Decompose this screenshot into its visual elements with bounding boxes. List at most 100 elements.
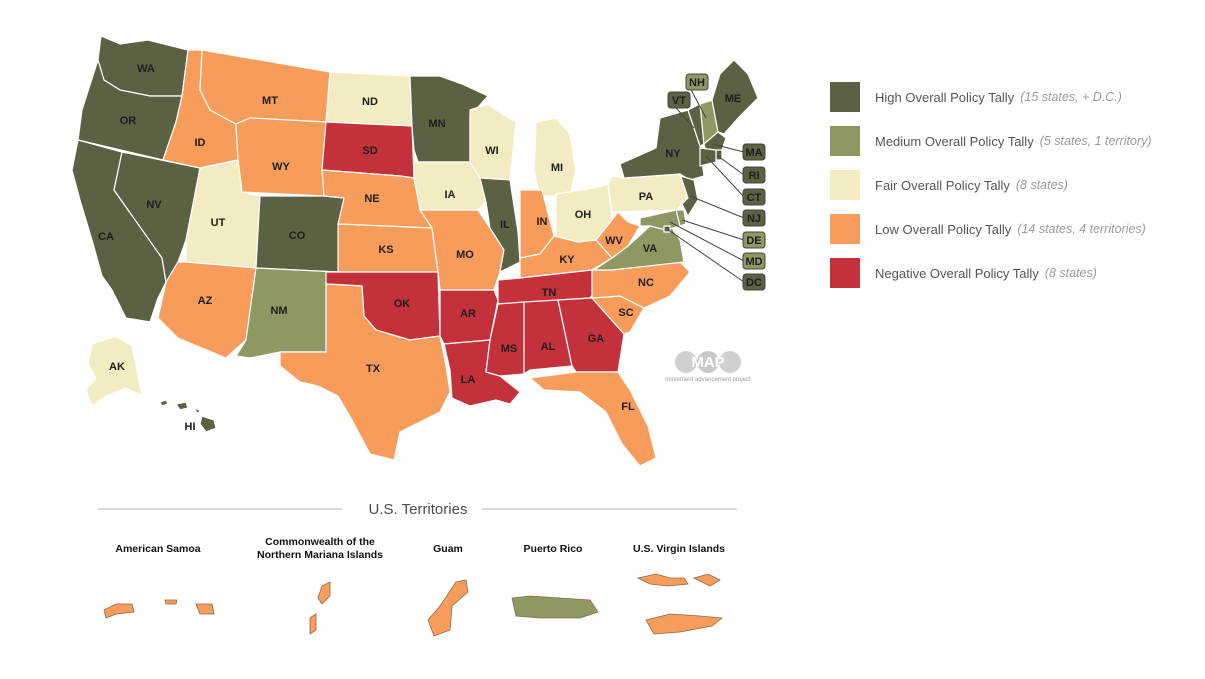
state-label-nd: ND <box>362 96 378 108</box>
state-label-de: DE <box>746 235 761 247</box>
state-wy <box>235 117 327 197</box>
state-label-ga: GA <box>588 333 605 345</box>
callout-line-ct <box>705 155 745 198</box>
legend-label-negative: Negative Overall Policy Tally <box>875 265 1039 281</box>
callout-line-dc <box>666 228 745 283</box>
state-label-ak: AK <box>109 361 125 373</box>
territory-shape <box>195 603 215 615</box>
state-label-id: ID <box>195 137 206 149</box>
state-label-ne: NE <box>364 193 379 205</box>
state-al <box>523 299 573 375</box>
state-label-ri: RI <box>749 170 760 182</box>
territories-section: U.S. Territories American Samoa Commonwea… <box>98 501 737 637</box>
territory-shape <box>427 579 469 637</box>
legend-swatch-medium <box>830 126 860 156</box>
state-label-ar: AR <box>460 308 476 320</box>
territory-name: American Samoa <box>115 543 200 555</box>
state-mi <box>533 117 577 197</box>
territory-3: Guam <box>427 543 469 637</box>
legend-item-low: Low Overall Policy Tally (14 states, 4 t… <box>830 214 1200 244</box>
state-label-oh: OH <box>575 209 592 221</box>
territory-4: Puerto Rico <box>511 543 599 619</box>
state-wi <box>469 103 517 181</box>
state-label-vt: VT <box>672 95 686 107</box>
state-label-wa: WA <box>137 63 155 75</box>
legend-note-fair: (8 states) <box>1015 178 1068 192</box>
state-label-mn: MN <box>428 118 445 130</box>
callout-box-nj <box>742 209 766 227</box>
state-label-ia: IA <box>445 189 456 201</box>
state-label-mi: MI <box>551 162 563 174</box>
logo-circle-m <box>675 351 697 373</box>
state-label-wy: WY <box>272 161 290 173</box>
territory-name: Commonwealth of the <box>265 536 375 548</box>
state-label-ky: KY <box>559 254 575 266</box>
state-ak <box>85 335 143 407</box>
map-logo: MAP movement advancement project <box>665 351 751 383</box>
territory-shape <box>164 599 178 605</box>
states-layer <box>71 35 759 467</box>
state-label-in: IN <box>537 216 548 228</box>
state-label-az: AZ <box>198 295 213 307</box>
logo-text: MAP <box>691 354 724 371</box>
logo-circle-p <box>719 351 741 373</box>
territory-name: Puerto Rico <box>524 543 583 555</box>
territory-shape <box>645 613 724 635</box>
state-label-nv: NV <box>146 199 162 211</box>
state-label-ny: NY <box>665 148 681 160</box>
state-ct <box>699 147 717 167</box>
state-wv <box>595 211 641 259</box>
territory-5: U.S. Virgin Islands <box>633 543 725 635</box>
legend-swatch-low <box>830 214 860 244</box>
territory-shape <box>636 573 689 587</box>
territory-shape <box>309 613 317 635</box>
state-label-me: ME <box>725 93 742 105</box>
callout-line-ri <box>717 155 745 176</box>
state-label-pa: PA <box>639 191 654 203</box>
state-label-dc: DC <box>746 277 762 289</box>
state-label-nj: NJ <box>747 213 761 225</box>
callout-box-ma <box>742 143 766 161</box>
state-label-ok: OK <box>394 298 411 310</box>
territory-shape <box>103 603 135 619</box>
state-md <box>639 209 681 231</box>
callout-line-md <box>669 221 745 262</box>
state-label-sd: SD <box>362 145 377 157</box>
logo-subtitle: movement advancement project <box>665 377 751 383</box>
callout-line-ma <box>711 143 745 153</box>
state-nj <box>679 173 699 217</box>
legend-label-high: High Overall Policy Tally <box>875 89 1015 105</box>
state-label-ct: CT <box>747 192 762 204</box>
state-label-or: OR <box>120 115 137 127</box>
callout-box-dc <box>742 273 766 291</box>
territory-name: Northern Mariana Islands <box>257 549 383 561</box>
state-label-ut: UT <box>211 217 226 229</box>
state-label-tx: TX <box>366 363 381 375</box>
legend-swatch-fair <box>830 170 860 200</box>
callout-box-nh <box>685 73 709 91</box>
territory-shape <box>692 573 721 587</box>
state-label-mo: MO <box>456 249 474 261</box>
territories-title: U.S. Territories <box>369 501 468 518</box>
territory-name: Guam <box>433 543 463 555</box>
logo-circle-a <box>697 351 719 373</box>
state-label-fl: FL <box>621 401 635 413</box>
state-label-va: VA <box>643 243 658 255</box>
legend-swatch-negative <box>830 258 860 288</box>
legend-label-low: Low Overall Policy Tally <box>875 221 1012 237</box>
state-label-hi: HI <box>185 421 196 433</box>
callout-box-de <box>742 231 766 249</box>
state-label-tn: TN <box>542 287 557 299</box>
callout-box-md <box>742 252 766 270</box>
legend-note-negative: (8 states) <box>1044 266 1097 280</box>
legend-label-fair: Fair Overall Policy Tally <box>875 177 1010 193</box>
callout-line-de <box>681 219 745 241</box>
territory-shape <box>511 595 599 619</box>
state-label-al: AL <box>541 341 556 353</box>
state-label-ms: MS <box>501 343 518 355</box>
territories-layer: American Samoa Commonwealth of theNorther… <box>103 536 725 637</box>
legend-swatch-high <box>830 82 860 112</box>
